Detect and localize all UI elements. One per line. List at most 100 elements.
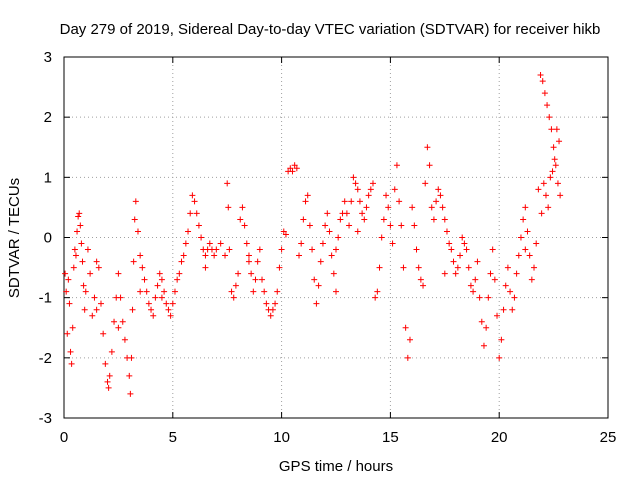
data-point-0-4	[66, 300, 73, 307]
data-point-0-161	[385, 204, 392, 211]
data-point-0-234	[544, 102, 551, 109]
data-point-0-224	[522, 204, 529, 211]
data-point-0-13	[76, 210, 83, 217]
data-point-0-47	[134, 228, 141, 235]
data-point-0-99	[250, 288, 257, 295]
y-tick-labels: -3 -2 -1 0 1 2 3	[39, 49, 52, 427]
data-point-0-76	[198, 234, 205, 241]
data-point-0-128	[313, 300, 320, 307]
data-point-0-96	[243, 240, 250, 247]
data-point-0-100	[252, 276, 259, 283]
data-point-0-17	[80, 282, 87, 289]
data-point-0-152	[365, 192, 372, 199]
data-point-0-255	[245, 258, 252, 265]
data-point-0-119	[293, 165, 300, 172]
data-point-0-57	[156, 270, 163, 277]
data-point-0-32	[108, 348, 115, 355]
data-point-0-169	[402, 324, 409, 331]
data-point-0-239	[554, 180, 561, 187]
data-point-0-117	[289, 168, 296, 175]
data-point-0-129	[315, 282, 322, 289]
data-point-0-43	[129, 306, 136, 313]
data-point-0-203	[476, 294, 483, 301]
data-point-0-51	[143, 288, 150, 295]
data-point-0-92	[235, 270, 242, 277]
data-points	[62, 72, 564, 397]
data-point-0-19	[82, 288, 89, 295]
data-point-0-24	[93, 258, 100, 265]
data-point-0-164	[391, 186, 398, 193]
data-point-0-93	[237, 216, 244, 223]
data-point-0-44	[130, 258, 137, 265]
data-point-0-90	[230, 294, 237, 301]
data-point-0-69	[182, 240, 189, 247]
data-point-0-55	[152, 294, 159, 301]
data-point-0-258	[441, 270, 448, 277]
data-point-0-95	[241, 222, 248, 229]
data-point-0-217	[507, 288, 514, 295]
data-point-0-180	[426, 162, 433, 169]
data-point-0-123	[302, 198, 309, 205]
data-point-0-62	[167, 312, 174, 319]
data-point-0-189	[446, 240, 453, 247]
data-point-0-176	[417, 276, 424, 283]
data-point-0-94	[239, 204, 246, 211]
x-tick-label-10: 10	[273, 429, 290, 446]
data-point-0-59	[161, 288, 168, 295]
data-point-0-213	[498, 336, 505, 343]
data-point-0-219	[511, 294, 518, 301]
data-point-0-87	[225, 204, 232, 211]
data-point-0-122	[300, 216, 307, 223]
data-point-0-25	[95, 264, 102, 271]
data-point-0-181	[428, 204, 435, 211]
data-point-0-137	[333, 246, 339, 253]
data-point-0-53	[148, 306, 155, 313]
data-point-0-209	[489, 246, 496, 253]
data-point-0-218	[509, 306, 516, 313]
data-point-0-208	[487, 270, 494, 277]
data-point-0-6	[68, 360, 75, 367]
data-point-0-27	[100, 330, 107, 337]
data-point-0-153	[367, 186, 374, 193]
data-point-0-226	[526, 252, 533, 259]
data-point-0-241	[538, 210, 545, 217]
data-point-0-175	[415, 264, 422, 271]
data-point-0-150	[361, 216, 368, 223]
data-point-0-22	[89, 312, 96, 319]
data-point-0-5	[67, 348, 74, 355]
data-point-0-28	[102, 360, 109, 367]
data-point-0-42	[128, 354, 135, 361]
data-point-0-237	[550, 144, 557, 151]
data-point-0-120	[296, 252, 303, 259]
data-point-0-248	[553, 126, 560, 133]
data-point-0-201	[472, 276, 479, 283]
data-point-0-12	[75, 213, 82, 220]
data-point-0-207	[485, 294, 492, 301]
data-point-0-126	[309, 246, 316, 253]
data-point-0-9	[71, 246, 78, 253]
data-point-0-54	[150, 312, 157, 319]
data-point-0-14	[77, 222, 84, 229]
data-point-0-130	[317, 258, 324, 265]
data-point-0-148	[356, 198, 363, 205]
data-point-0-139	[337, 216, 344, 223]
data-point-0-154	[369, 180, 376, 187]
data-point-0-238	[552, 162, 559, 169]
data-point-0-84	[217, 240, 224, 247]
data-point-0-170	[404, 354, 411, 361]
y-tick-label-2: 2	[44, 109, 52, 126]
data-point-0-214	[500, 306, 507, 313]
data-point-0-16	[79, 258, 86, 265]
data-point-0-26	[97, 300, 104, 307]
data-point-0-198	[465, 264, 472, 271]
data-point-0-200	[470, 288, 477, 295]
data-point-0-206	[483, 324, 490, 331]
x-tick-label-15: 15	[382, 429, 399, 446]
data-point-0-61	[165, 306, 172, 313]
data-point-0-114	[282, 231, 289, 238]
data-point-0-194	[457, 252, 464, 259]
data-point-0-253	[158, 294, 165, 301]
data-point-0-167	[398, 222, 405, 229]
data-point-0-257	[354, 228, 361, 235]
